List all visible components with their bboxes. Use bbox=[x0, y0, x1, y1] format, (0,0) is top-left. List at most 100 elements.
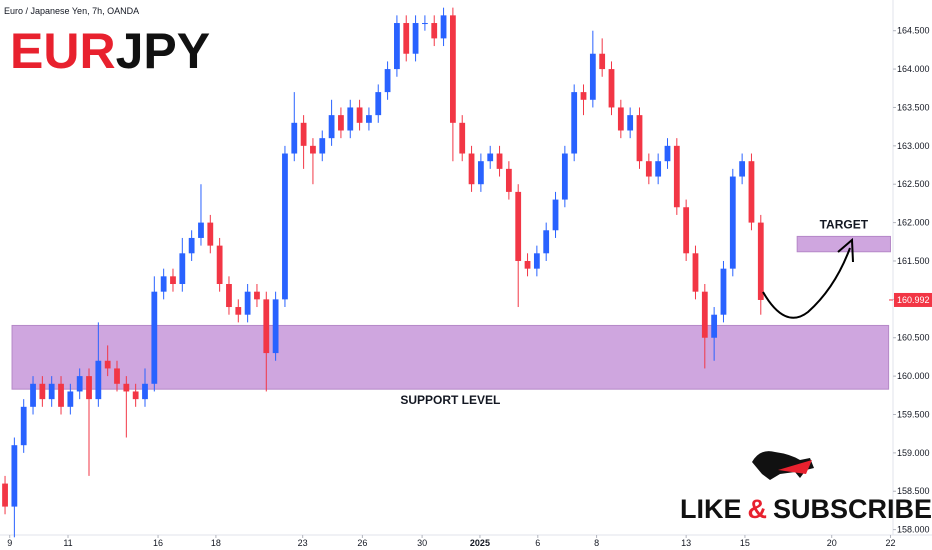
candle-body bbox=[67, 391, 74, 407]
last-price-label: 160.992 bbox=[897, 295, 930, 305]
cta: LIKE & SUBSCRIBE bbox=[680, 494, 932, 524]
bull-icon bbox=[752, 451, 814, 480]
support-zone bbox=[11, 324, 890, 390]
x-tick-label: 22 bbox=[885, 538, 895, 548]
candle-body bbox=[104, 360, 111, 369]
y-tick-label: 164.500 bbox=[897, 26, 930, 36]
candle-body bbox=[617, 107, 624, 131]
target-zone-label: TARGET bbox=[820, 217, 869, 231]
axes: 158.000 158.500 159.000 159.500 160.000 160.5… bbox=[7, 26, 932, 548]
candle-body bbox=[655, 161, 662, 177]
candle-body bbox=[440, 15, 447, 39]
candle-body bbox=[254, 291, 260, 300]
candle-body bbox=[673, 145, 680, 208]
x-tick-label: 20 bbox=[827, 538, 837, 548]
candle-body bbox=[30, 383, 36, 407]
candle-body bbox=[729, 176, 736, 269]
candle-body bbox=[310, 145, 316, 154]
candle-body bbox=[664, 145, 671, 162]
candle-body bbox=[58, 383, 64, 407]
candle-body bbox=[449, 15, 456, 123]
cta-part: SUBSCRIBE bbox=[773, 494, 932, 524]
candle-body bbox=[711, 314, 718, 338]
candle-body bbox=[48, 383, 55, 400]
candle-body bbox=[412, 23, 419, 54]
candle-body bbox=[132, 391, 139, 400]
candle-body bbox=[76, 376, 83, 392]
candle-body bbox=[477, 161, 484, 185]
x-tick-label: 30 bbox=[417, 538, 427, 548]
candle-body bbox=[151, 291, 158, 384]
candle-body bbox=[720, 268, 727, 315]
projection-arrow bbox=[762, 247, 851, 319]
y-tick-label: 160.000 bbox=[897, 371, 930, 381]
candle-body bbox=[39, 383, 46, 400]
candle-body bbox=[20, 406, 27, 446]
zones: SUPPORT LEVEL TARGET bbox=[11, 217, 891, 407]
candle-body bbox=[356, 107, 363, 123]
last-price-box bbox=[894, 292, 932, 307]
candle-body bbox=[589, 53, 596, 100]
support-zone-label: SUPPORT LEVEL bbox=[400, 393, 500, 407]
candle-body bbox=[226, 284, 232, 308]
candle-body bbox=[515, 191, 522, 261]
candle-body bbox=[263, 299, 270, 354]
y-tick-label: 158.000 bbox=[897, 525, 930, 535]
ticker-part: EUR bbox=[10, 23, 116, 79]
candle-body bbox=[291, 122, 298, 154]
candle-body bbox=[403, 23, 410, 54]
target-zone bbox=[796, 235, 891, 253]
y-tick-label: 162.500 bbox=[897, 179, 930, 189]
candle-body bbox=[422, 23, 428, 25]
candle-body bbox=[571, 92, 578, 154]
candle-body bbox=[142, 383, 148, 400]
x-tick-label: 6 bbox=[535, 538, 540, 548]
candle-body bbox=[338, 115, 344, 131]
candle-body bbox=[11, 445, 18, 507]
candle-body bbox=[468, 153, 475, 185]
x-tick-label: 15 bbox=[740, 538, 750, 548]
candle-body bbox=[533, 253, 540, 269]
candle-body bbox=[599, 53, 606, 70]
x-tick-label: 11 bbox=[63, 538, 72, 548]
x-tick-label: 8 bbox=[594, 538, 599, 548]
candle-body bbox=[272, 299, 279, 354]
candle-body bbox=[394, 23, 400, 70]
candle-body bbox=[636, 115, 643, 162]
candle-body bbox=[366, 115, 372, 123]
y-tick-label: 163.000 bbox=[897, 141, 930, 151]
y-tick-label: 159.500 bbox=[897, 409, 930, 419]
candle-body bbox=[114, 368, 120, 384]
x-tick-label: 2025 bbox=[470, 538, 490, 548]
y-tick-label: 160.500 bbox=[897, 333, 930, 343]
y-tick-label: 159.000 bbox=[897, 448, 930, 458]
candle-body bbox=[95, 360, 102, 400]
candle-body bbox=[627, 115, 634, 131]
candle-body bbox=[487, 153, 494, 162]
candle-body bbox=[459, 122, 466, 154]
candle-body bbox=[170, 276, 176, 285]
candle-body bbox=[739, 161, 746, 177]
candle-body bbox=[188, 237, 195, 254]
candle-body bbox=[207, 222, 214, 246]
x-tick-label: 9 bbox=[7, 538, 12, 548]
candle-body bbox=[216, 245, 223, 285]
x-tick-label: 16 bbox=[153, 538, 163, 548]
candle-body bbox=[748, 161, 755, 223]
candles bbox=[2, 7, 764, 538]
candle-body bbox=[580, 92, 587, 100]
candle-body bbox=[235, 307, 242, 315]
candle-body bbox=[701, 291, 708, 338]
candle-body bbox=[683, 207, 690, 254]
ticker-part: JPY bbox=[116, 23, 211, 79]
x-tick-label: 26 bbox=[357, 538, 367, 548]
ticker-title: EURJPY bbox=[10, 23, 210, 79]
candle-body bbox=[375, 92, 382, 116]
candle-body bbox=[300, 122, 307, 146]
candle-body bbox=[608, 69, 615, 108]
candle-body bbox=[524, 260, 531, 269]
candle-body bbox=[347, 107, 354, 131]
arrow-head bbox=[837, 237, 854, 263]
y-tick-label: 161.500 bbox=[897, 256, 930, 266]
